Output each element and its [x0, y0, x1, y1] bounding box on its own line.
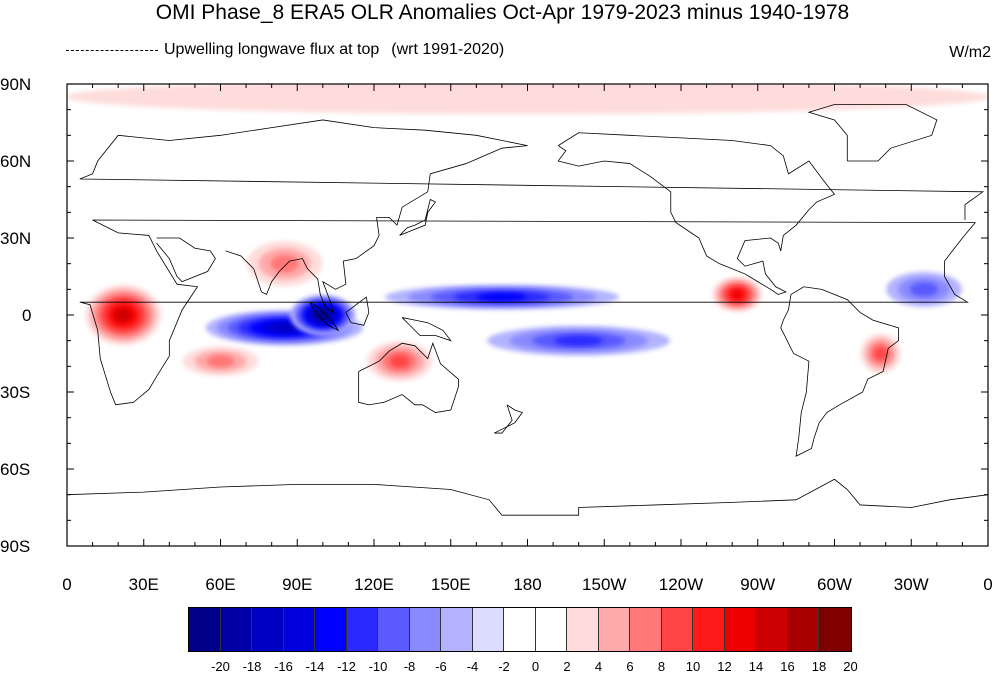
colorbar-box-9	[472, 608, 504, 651]
colorbar-label-13: 6	[626, 659, 634, 674]
colorbar-label-16: 12	[717, 659, 732, 674]
anomaly-contour-10-2	[910, 282, 938, 297]
colorbar-box-18	[756, 608, 788, 651]
legend-dash-line-icon	[66, 49, 158, 51]
map-subtitle: Upwelling longwave flux at top (wrt 1991…	[66, 40, 504, 60]
colorbar-label-19: 18	[811, 659, 827, 674]
coastline-africa	[79, 219, 977, 406]
lon-label-90e: 90E	[282, 575, 313, 594]
variable-name: Upwelling longwave flux at top	[164, 41, 380, 58]
map-title: OMI Phase_8 ERA5 OLR Anomalies Oct-Apr 1…	[155, 1, 850, 24]
anomaly-contour-6-3	[389, 354, 410, 368]
colorbar-label-6: -8	[403, 659, 416, 674]
coastlines	[67, 104, 988, 516]
lon-label-180: 180	[513, 575, 542, 594]
anomaly-contour-8-2	[270, 254, 299, 273]
colorbar-box-19	[787, 608, 819, 651]
lat-label-60s: 60S	[0, 460, 31, 479]
colorbar-label-11: 2	[563, 659, 571, 674]
colorbar-box-17	[724, 608, 756, 651]
lat-label-30n: 30N	[0, 229, 32, 248]
colorbar-label-15: 10	[685, 659, 701, 674]
lon-label-30w: 30W	[893, 575, 929, 594]
lat-label-90n: 90N	[0, 75, 32, 94]
lat-label-90s: 90S	[0, 537, 31, 556]
colorbar-box-1	[220, 608, 252, 651]
lat-label-60n: 60N	[0, 152, 32, 171]
coastline-japan	[399, 198, 437, 236]
coastline-sumatra	[309, 301, 340, 332]
anomaly-contour-7-2	[206, 354, 235, 368]
colorbar-label-10: 0	[531, 659, 540, 674]
anomaly-contour-9-3	[874, 347, 888, 360]
colorbar-box-11	[535, 608, 567, 651]
colorbar-label-14: 8	[657, 659, 666, 674]
coastline-newguinea	[401, 317, 452, 342]
coastline-borneo	[345, 296, 370, 326]
anomaly-contour-11-0	[67, 84, 988, 115]
anomaly-contour-3-4	[476, 292, 527, 302]
colorbar-box-5	[346, 608, 378, 651]
coastline-antarctica	[67, 478, 988, 516]
anomaly-contour-5-5	[731, 289, 744, 300]
colorbar-label-18: 16	[780, 659, 795, 674]
lon-label-90w: 90W	[740, 575, 776, 594]
colorbar-box-20	[819, 608, 851, 651]
coastline-samerica	[780, 286, 899, 457]
colorbar-label-1: -18	[242, 659, 262, 674]
colorbar-box-14	[630, 608, 662, 651]
colorbar-label-0: -20	[211, 659, 230, 674]
lat-label-eq: 0	[22, 306, 32, 325]
coastline-europe-asia	[79, 119, 985, 221]
colorbar-label-3: -14	[305, 659, 325, 674]
colorbar-label-5: -10	[368, 659, 388, 674]
colorbar-box-15	[661, 608, 693, 651]
lon-label-30e: 30E	[128, 575, 159, 594]
coastline-india	[225, 145, 528, 314]
colorbar	[188, 607, 852, 652]
colorbar-box-10	[504, 608, 536, 651]
colorbar-label-8: -4	[466, 659, 479, 674]
coastline-asia-south	[156, 237, 216, 283]
colorbar-box-4	[315, 608, 347, 651]
colorbar-box-3	[283, 608, 315, 651]
lon-label-120w: 120W	[658, 575, 704, 594]
colorbar-box-8	[441, 608, 473, 651]
coastline-australia	[358, 342, 459, 413]
lon-label-150w: 150W	[582, 575, 627, 594]
coastline-namerica	[557, 132, 836, 295]
colorbar-label-7: -6	[435, 659, 447, 674]
colorbar-box-13	[598, 608, 630, 651]
coastline-newzealand	[494, 404, 524, 434]
map-background	[67, 84, 988, 546]
lat-label-30s: 30S	[0, 383, 31, 402]
colorbar-box-7	[409, 608, 441, 651]
colorbar-box-6	[378, 608, 410, 651]
lon-label-0-east: 0	[983, 575, 993, 594]
lon-label-150e: 150E	[430, 575, 471, 594]
anomaly-contour-0-6	[116, 308, 131, 322]
colorbar-box-0	[189, 608, 221, 651]
anomaly-contour-1-6	[271, 323, 298, 333]
units-label: W/m2	[949, 44, 991, 61]
axis-ticks	[66, 83, 989, 547]
colorbar-label-9: -2	[498, 659, 510, 674]
colorbar-label-12: 4	[594, 659, 603, 674]
anomaly-contour-4-3	[554, 335, 604, 346]
lon-label-0: 0	[62, 575, 72, 594]
colorbar-label-4: -12	[337, 659, 356, 674]
colorbar-label-20: 20	[843, 659, 858, 674]
lon-label-60e: 60E	[205, 575, 236, 594]
coastline-greenland	[807, 104, 938, 162]
lon-label-120e: 120E	[354, 575, 394, 594]
colorbar-box-16	[693, 608, 725, 651]
reference-period: (wrt 1991-2020)	[391, 41, 505, 58]
colorbar-box-2	[252, 608, 284, 651]
colorbar-label-17: 14	[748, 659, 764, 674]
colorbar-box-12	[567, 608, 599, 651]
lon-label-60w: 60W	[817, 575, 852, 594]
colorbar-label-2: -16	[274, 659, 293, 674]
